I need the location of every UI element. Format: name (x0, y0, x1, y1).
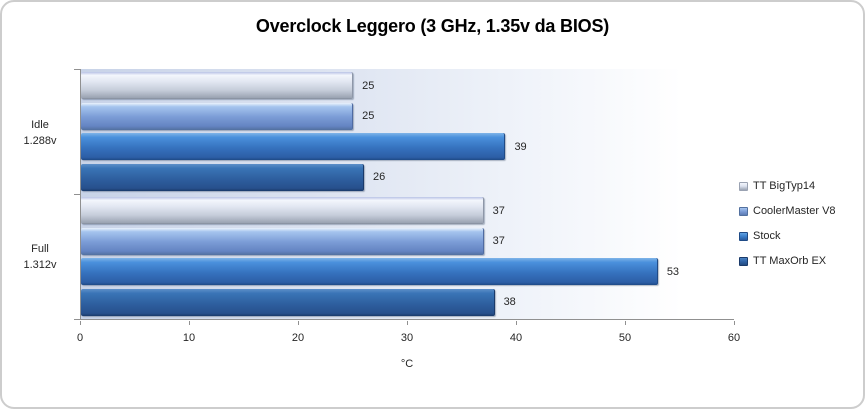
x-axis-tick-marks (80, 321, 735, 326)
category-label-idle-line2: 1.288v (23, 135, 57, 147)
bar-idle-tt-maxorb-ex (81, 163, 364, 191)
x-axis-tick-labels: 0 10 20 30 40 50 60 (76, 332, 740, 346)
bar-idle-tt-bigtyp14 (81, 72, 354, 100)
bar-value-label: 37 (492, 204, 505, 217)
bar-row: 25 (81, 102, 734, 130)
x-tick-mark (407, 321, 408, 325)
x-tick-mark (624, 321, 626, 325)
bar-full-coolermaster-v8 (81, 227, 484, 255)
x-tick-label: 30 (400, 332, 414, 344)
bar-row: 26 (81, 163, 734, 191)
x-tick-mark (297, 321, 299, 325)
legend-label: CoolerMaster V8 (753, 205, 836, 217)
bar-row: 37 (81, 197, 734, 225)
x-tick-label: 20 (291, 332, 305, 344)
bar-value-label: 53 (666, 265, 680, 278)
category-label-full-line2: 1.312v (23, 259, 57, 271)
bar-row: 53 (81, 258, 734, 286)
x-tick-label: 10 (182, 332, 196, 344)
bar-row: 25 (81, 72, 734, 100)
bar-value-label: 38 (503, 296, 516, 309)
legend-item-coolermaster-v8: CoolerMaster V8 (739, 205, 836, 217)
legend: TT BigTyp14 CoolerMaster V8 Stock TT Max… (739, 180, 836, 267)
legend-item-tt-maxorb-ex: TT MaxOrb EX (739, 255, 836, 267)
chart-title: Overclock Leggero (3 GHz, 1.35v da BIOS) (255, 16, 610, 36)
legend-item-stock: Stock (739, 230, 836, 242)
bar-value-label: 39 (514, 140, 527, 153)
legend-label: TT MaxOrb EX (753, 255, 827, 267)
legend-swatch-icon (739, 181, 748, 191)
x-tick-label: 60 (727, 332, 741, 344)
category-label-full-line1: Full (31, 243, 49, 255)
x-tick-mark (516, 321, 517, 325)
category-label-full: Full 1.312v (8, 241, 72, 273)
bar-full-stock (81, 258, 658, 286)
bar-idle-coolermaster-v8 (81, 102, 354, 130)
legend-swatch-icon (739, 206, 748, 216)
x-tick-label: 50 (618, 332, 632, 344)
y-axis-tick-mark (74, 194, 80, 195)
x-tick-label: 40 (509, 332, 523, 344)
bar-full-tt-maxorb-ex (81, 288, 495, 316)
x-tick-label: 0 (76, 332, 84, 344)
legend-swatch-icon (739, 256, 748, 266)
bar-row: 39 (81, 133, 734, 161)
category-label-idle: Idle 1.288v (8, 117, 72, 149)
legend-label: TT BigTyp14 (753, 180, 816, 192)
x-tick-mark (80, 321, 81, 325)
bar-value-label: 25 (362, 79, 375, 92)
bar-value-label: 26 (372, 171, 386, 184)
x-tick-mark (734, 321, 735, 325)
legend-label: Stock (753, 230, 781, 242)
bar-row: 38 (81, 288, 734, 316)
legend-swatch-icon (739, 231, 748, 241)
bar-idle-stock (81, 133, 506, 161)
bar-value-label: 25 (362, 110, 375, 123)
bar-group-idle: 25 25 39 26 (81, 69, 734, 194)
bar-value-label: 37 (492, 235, 505, 248)
y-axis-tick-mark (74, 319, 80, 320)
bar-full-tt-bigtyp14 (81, 197, 484, 225)
x-tick-mark (189, 321, 190, 325)
x-axis-title: °C (400, 358, 414, 370)
category-label-idle-line1: Idle (31, 119, 49, 131)
bar-group-full: 37 37 53 38 (81, 194, 734, 319)
plot-area: 25 25 39 26 37 37 (80, 69, 734, 320)
legend-item-tt-bigtyp14: TT BigTyp14 (739, 180, 836, 192)
y-axis-tick-mark (74, 69, 80, 70)
bar-row: 37 (81, 227, 734, 255)
